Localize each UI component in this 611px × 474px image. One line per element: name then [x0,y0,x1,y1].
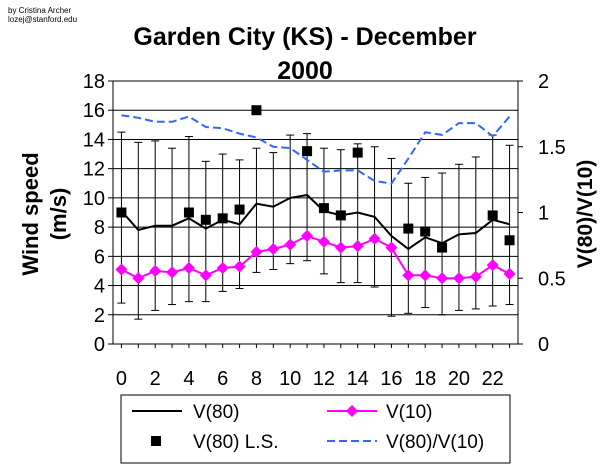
error-bars [117,131,514,320]
marker-v10 [469,270,482,283]
x-tick-label: 22 [482,368,504,390]
marker-v10 [182,262,195,275]
marker-v80-ls [116,207,127,218]
x-tick-label: 6 [217,368,228,390]
marker-v10 [436,272,449,285]
legend-label-v10: V(10) [386,402,432,423]
marker-v10 [452,272,465,285]
marker-v10 [419,269,432,282]
marker-v10 [368,232,381,245]
marker-v10 [115,263,128,276]
marker-v10 [402,269,415,282]
marker-v10 [334,241,347,254]
marker-v80-ls [352,147,363,158]
y-tick-label-left: 12 [83,159,105,181]
legend-label-v80: V(80) [193,402,239,423]
series-markers [115,105,516,285]
legend-label-v80-ls: V(80) L.S. [193,432,279,453]
marker-v10 [166,266,179,279]
marker-v80-ls [487,210,498,221]
author-credit: by Cristina Archer [8,6,72,15]
gridlines [113,80,518,316]
author-email: lozej@stanford.edu [8,15,78,24]
y-tick-label-right: 2 [538,71,549,93]
y-axis-label-left-line1: Wind speed [18,152,43,275]
legend-marker-v10 [346,405,358,417]
x-tick-label: 16 [380,368,402,390]
legend-box [120,394,511,464]
series-line-v80 [120,193,510,251]
marker-v10 [199,269,212,282]
series-line-v80-v10-ratio [121,114,511,185]
marker-v80-ls [318,203,329,214]
x-tick-label: 18 [414,368,436,390]
y-tick-label-left: 4 [94,276,105,298]
marker-v80-ls [200,214,211,225]
legend: V(80) V(10) V(80) L.S. V(80)/V(10) [120,394,511,464]
legend-marker-v80-ls [151,436,161,446]
marker-v80-ls [217,213,228,224]
y-tick-label-right: 0 [538,334,549,356]
y-axis-label-left-line2: (m/s) [46,188,71,241]
y-tick-label-left: 10 [83,188,105,210]
marker-v10 [233,260,246,273]
y-tick-label-right: 0.5 [538,268,566,290]
chart-title-line1: Garden City (KS) - December [133,23,476,51]
marker-v10 [503,267,516,280]
marker-v10 [351,240,364,253]
y-tick-label-left: 18 [83,71,105,93]
y-tick-label-left: 2 [94,305,105,327]
x-tick-label: 12 [313,368,335,390]
marker-v10 [250,245,263,258]
legend-label-ratio: V(80)/V(10) [386,432,484,453]
x-tick-label: 4 [183,368,194,390]
marker-v10 [284,238,297,251]
series-line-v10 [120,234,511,280]
marker-v10 [385,241,398,254]
marker-v10 [132,272,145,285]
marker-v80-ls [437,242,448,253]
chart-title-line2: 2000 [277,57,333,85]
x-tick-label: 2 [150,368,161,390]
x-tick-label: 0 [116,368,127,390]
marker-v10 [301,229,314,242]
marker-v80-ls [335,210,346,221]
marker-v10 [317,235,330,248]
y-tick-label-right: 1.5 [538,137,566,159]
marker-v80-ls [420,226,431,237]
y-tick-label-left: 14 [83,129,105,151]
x-tick-label: 14 [347,368,369,390]
marker-v80-ls [504,235,515,246]
marker-v10 [267,243,280,256]
y-tick-label-left: 6 [94,246,105,268]
marker-v80-ls [234,204,245,215]
marker-v80-ls [183,207,194,218]
marker-v80-ls [251,105,262,116]
marker-v10 [486,259,499,272]
y-tick-label-right: 1 [538,203,549,225]
marker-v10 [216,262,229,275]
y-axis-label-right: V(80)/V(10) [574,160,597,269]
x-tick-label: 10 [279,368,301,390]
y-tick-label-left: 8 [94,217,105,239]
marker-v80-ls [403,223,414,234]
marker-v10 [149,264,162,277]
y-tick-label-left: 0 [94,334,105,356]
x-tick-label: 8 [251,368,262,390]
y-tick-label-left: 16 [83,100,105,122]
x-tick-label: 20 [448,368,470,390]
marker-v80-ls [302,146,313,157]
